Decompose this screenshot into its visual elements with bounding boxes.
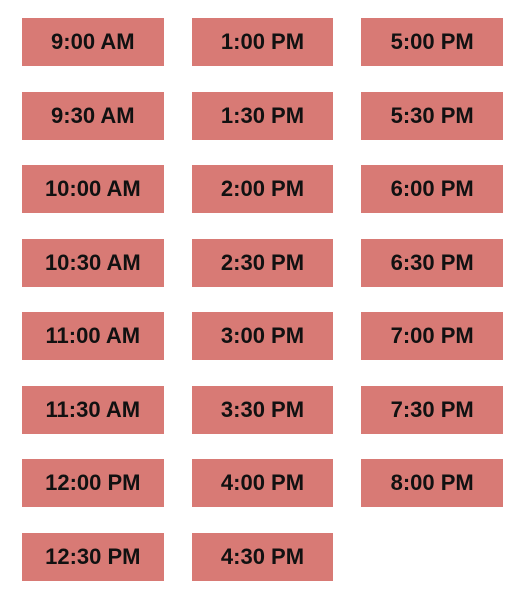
time-slot[interactable]: 4:30 PM (192, 533, 334, 581)
time-slot[interactable]: 11:30 AM (22, 386, 164, 434)
time-slot[interactable]: 3:30 PM (192, 386, 334, 434)
time-slot[interactable]: 12:30 PM (22, 533, 164, 581)
time-slot[interactable]: 5:30 PM (361, 92, 503, 140)
time-slot[interactable]: 2:00 PM (192, 165, 334, 213)
time-slot[interactable]: 10:30 AM (22, 239, 164, 287)
time-slot[interactable]: 1:00 PM (192, 18, 334, 66)
time-slot[interactable]: 10:00 AM (22, 165, 164, 213)
time-slot[interactable]: 9:30 AM (22, 92, 164, 140)
time-slot[interactable]: 1:30 PM (192, 92, 334, 140)
time-slot[interactable]: 6:00 PM (361, 165, 503, 213)
time-slot[interactable]: 9:00 AM (22, 18, 164, 66)
time-slot[interactable]: 6:30 PM (361, 239, 503, 287)
time-slot[interactable]: 7:00 PM (361, 312, 503, 360)
time-slot[interactable]: 4:00 PM (192, 459, 334, 507)
time-slot[interactable]: 11:00 AM (22, 312, 164, 360)
time-slot[interactable]: 12:00 PM (22, 459, 164, 507)
time-slot-grid: 9:00 AM 9:30 AM 10:00 AM 10:30 AM 11:00 … (22, 18, 503, 582)
time-slot[interactable]: 2:30 PM (192, 239, 334, 287)
time-slot[interactable]: 8:00 PM (361, 459, 503, 507)
time-slot[interactable]: 5:00 PM (361, 18, 503, 66)
time-slot[interactable]: 3:00 PM (192, 312, 334, 360)
time-slot[interactable]: 7:30 PM (361, 386, 503, 434)
